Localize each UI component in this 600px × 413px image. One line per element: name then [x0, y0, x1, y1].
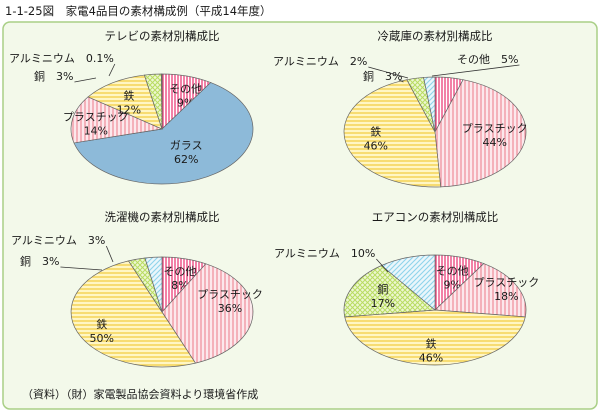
- leader-line-fridge-other: [431, 64, 520, 77]
- slice-label-fridge-other: その他 5%: [457, 53, 518, 66]
- leader-line-aircon-aluminum: [376, 258, 389, 273]
- pie-slice-tv-glass: [73, 82, 254, 185]
- leader-line-tv-copper: [74, 77, 97, 83]
- slice-label-tv-iron: 鉄 12%: [117, 89, 141, 117]
- figure-source: （資料）（財）家電製品協会資料より環境省作成: [22, 387, 258, 401]
- slice-label-aircon-iron: 鉄 46%: [419, 337, 443, 365]
- pie-slice-aircon-aluminum: [380, 254, 436, 311]
- pie-slice-fridge-iron: [343, 79, 442, 188]
- chart-title-fridge: 冷蔵庫の素材別構成比: [378, 29, 493, 43]
- slice-label-washer-other: その他 8%: [164, 265, 197, 292]
- pie-slice-washer-aluminum: [144, 256, 163, 313]
- slice-label-fridge-plastic: プラスチック 44%: [462, 122, 528, 149]
- slice-label-tv-copper: 銅 3%: [34, 69, 73, 83]
- slice-label-washer-iron: 鉄 50%: [89, 317, 113, 345]
- slice-label-tv-aluminum: アルミニウム 0.1%: [9, 52, 114, 65]
- slice-label-fridge-aluminum: アルミニウム 2%: [273, 55, 367, 68]
- slice-label-aircon-aluminum: アルミニウム 10%: [274, 247, 375, 260]
- slice-label-washer-plastic: プラスチック 36%: [197, 288, 263, 315]
- figure-title: 1-1-25図 家電4品目の素材構成例（平成14年度）: [5, 4, 272, 18]
- slice-label-aircon-other: その他 9%: [436, 264, 469, 291]
- pie-slice-washer-plastic: [161, 263, 254, 364]
- leader-line-fridge-copper: [398, 79, 404, 83]
- pie-slice-aircon-plastic: [434, 263, 527, 318]
- pie-charts: その他 9% ガラス 62% プラスチック 14%鉄 12% 銅 3% アルミニウム 0.1% そ…: [9, 52, 540, 368]
- slice-label-washer-copper: 銅 3%: [20, 254, 59, 268]
- slice-label-aircon-copper: 銅 17%: [371, 282, 395, 310]
- slice-label-tv-plastic: プラスチック 14%: [63, 111, 129, 138]
- chart-title-tv: テレビの素材別構成比: [105, 29, 220, 43]
- slice-label-tv-glass: ガラス 62%: [170, 139, 203, 166]
- slice-label-fridge-copper: 銅 3%: [363, 69, 402, 83]
- leader-line-washer-copper: [60, 266, 103, 271]
- pie-slice-tv-iron: [87, 74, 163, 130]
- pie-slice-fridge-plastic: [434, 79, 527, 188]
- pie-slice-aircon-iron: [344, 309, 526, 366]
- slice-label-aircon-plastic: プラスチック 18%: [474, 276, 540, 303]
- figure-panel: [2, 21, 598, 410]
- pie-slice-fridge-aluminum: [423, 76, 436, 133]
- slice-label-fridge-iron: 鉄 46%: [364, 125, 388, 153]
- chart-title-washer: 洗濯機の素材別構成比: [105, 210, 220, 224]
- pie-slice-aircon-copper: [343, 265, 436, 318]
- slice-label-washer-aluminum: アルミニウム 3%: [11, 234, 105, 247]
- leader-line-tv-aluminum: [108, 63, 116, 77]
- pie-slice-washer-iron: [70, 260, 197, 368]
- pie-slice-tv-plastic: [70, 96, 164, 144]
- leader-line-fridge-aluminum: [368, 66, 409, 79]
- chart-title-aircon: エアコンの素材別構成比: [372, 210, 499, 224]
- pie-slice-tv-aluminum: [161, 73, 163, 130]
- leader-line-washer-aluminum: [105, 245, 114, 263]
